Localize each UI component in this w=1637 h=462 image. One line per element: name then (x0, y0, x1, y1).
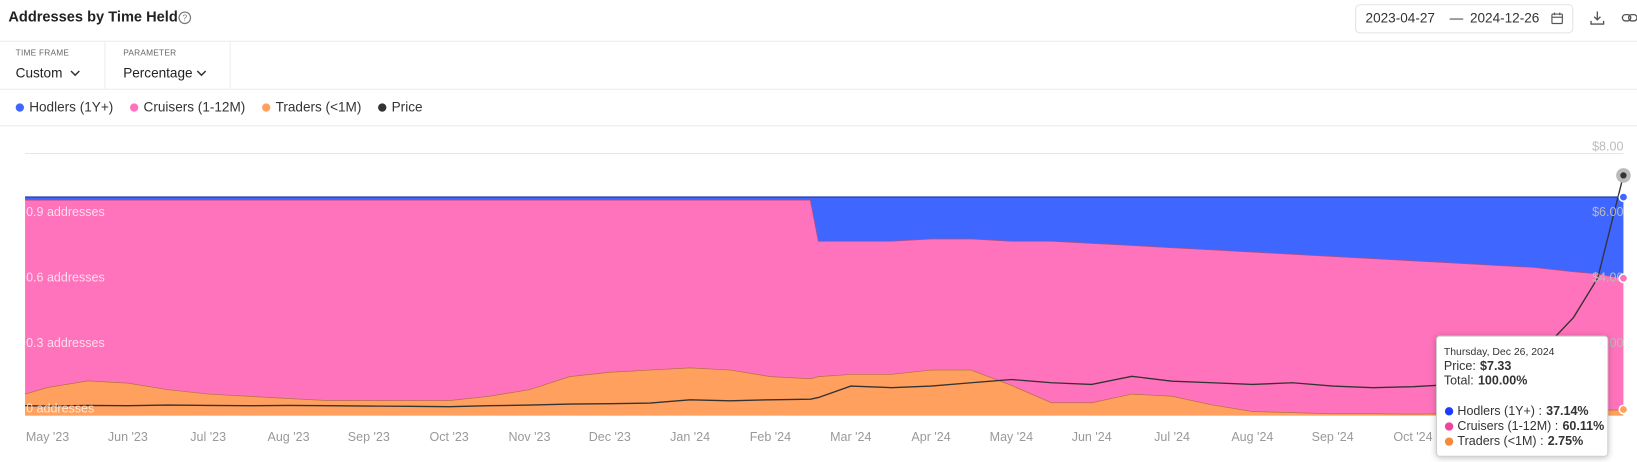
lines (25, 175, 1625, 408)
price-line (25, 175, 1625, 408)
tooltip-item: Cruisers (1-12M) : 60.11% (1457, 419, 1604, 433)
tooltip-item-value: 2.75% (1548, 434, 1584, 448)
x-tick-label: Mar '24 (830, 430, 871, 444)
x-tick-label: Aug '24 (1231, 430, 1273, 444)
x-tick-label: Jan '24 (670, 430, 710, 444)
x-tick-label: Sep '23 (348, 430, 390, 444)
filter-label: TIME FRAME (16, 47, 70, 57)
tooltip-row: Total: 100.00% (1444, 374, 1528, 388)
x-tick-label: Nov '23 (508, 430, 550, 444)
tooltip-row-label: Price: (1444, 359, 1476, 373)
share-link-button[interactable] (1621, 13, 1637, 22)
x-tick-label: Jun '24 (1072, 430, 1112, 444)
x-tick-label: Apr '24 (911, 430, 950, 444)
x-tick-label: May '23 (26, 430, 69, 444)
x-tick-label: Jul '23 (190, 430, 226, 444)
hover-marker (1620, 172, 1627, 179)
legend-swatch (129, 103, 139, 112)
legend-swatch (261, 103, 271, 112)
legend-item[interactable]: Hodlers (1Y+) (15, 100, 114, 115)
svg-text:?: ? (182, 12, 187, 22)
date-range-picker[interactable]: 2023-04-27 — 2024-12-26 (1355, 4, 1574, 34)
tooltip-row-value: $7.33 (1480, 359, 1511, 373)
y2-tick-label: $6.00 (1592, 205, 1623, 219)
hover-marker (1618, 273, 1629, 284)
y2-tick-label: $8.00 (1592, 140, 1623, 154)
legend-label: Price (392, 100, 423, 115)
calendar-icon (1551, 12, 1563, 25)
x-tick-label: May '24 (990, 430, 1033, 444)
tooltip-row: Price: $7.33 (1444, 359, 1512, 373)
y-tick-label: 0.6 addresses (26, 271, 105, 285)
tooltip-item: Traders (<1M) : 2.75% (1457, 434, 1583, 448)
tooltip-date: Thursday, Dec 26, 2024 (1444, 347, 1555, 358)
legend-swatch (15, 103, 25, 112)
tooltip-item-label: Traders (<1M) : (1457, 434, 1543, 448)
hover-marker (1618, 192, 1629, 203)
legend-item[interactable]: Traders (<1M) (261, 100, 362, 115)
x-tick-label: Dec '23 (589, 430, 631, 444)
y-tick-label: 0.9 addresses (26, 205, 105, 219)
filter-value: Percentage (123, 66, 192, 81)
x-tick-label: Sep '24 (1312, 430, 1354, 444)
help-icon[interactable]: ? (178, 11, 192, 25)
date-separator: — (1450, 10, 1464, 25)
tooltip-item-value: 60.11% (1562, 419, 1604, 433)
parameter-filter[interactable]: PARAMETER Percentage (123, 47, 207, 81)
x-tick-label: Aug '23 (267, 430, 309, 444)
tooltip-item-label: Cruisers (1-12M) : (1457, 419, 1558, 433)
tooltip-swatch (1444, 407, 1454, 416)
areas (24, 196, 1624, 416)
hover-markers (1616, 168, 1631, 415)
area (25, 367, 1624, 416)
filter-value: Custom (16, 66, 63, 81)
x-tick-label: Oct '24 (1393, 430, 1432, 444)
hover-marker (1618, 404, 1629, 415)
tooltip-item: Hodlers (1Y+) : 37.14% (1457, 404, 1588, 418)
x-tick-label: Feb '24 (750, 430, 791, 444)
legend: Hodlers (1Y+) Cruisers (1-12M) Traders (<1… (15, 100, 423, 115)
tooltip-item-label: Hodlers (1Y+) : (1457, 404, 1542, 418)
y-tick-label: 0.3 addresses (26, 336, 105, 350)
y-tick-label: 0 addresses (26, 402, 94, 416)
legend-label: Traders (<1M) (276, 100, 362, 115)
filter-label: PARAMETER (123, 47, 176, 57)
download-button[interactable] (1590, 11, 1605, 25)
x-tick-label: Jun '23 (108, 430, 148, 444)
area (25, 197, 1624, 279)
legend-item[interactable]: Cruisers (1-12M) (129, 100, 246, 115)
page-title: Addresses by Time Held (8, 10, 177, 26)
date-start: 2023-04-27 (1366, 10, 1435, 25)
x-tick-label: Oct '23 (430, 430, 469, 444)
legend-swatch (378, 103, 387, 112)
timeframe-filter[interactable]: TIME FRAME Custom (16, 47, 80, 81)
tooltip-row-label: Total: (1444, 374, 1474, 388)
date-end: 2024-12-26 (1470, 10, 1539, 25)
tooltip-item-value: 37.14% (1546, 404, 1588, 418)
tooltip-row-value: 100.00% (1478, 374, 1527, 388)
legend-label: Hodlers (1Y+) (29, 100, 113, 115)
area (25, 199, 1624, 414)
y2-tick-label: $4.00 (1592, 271, 1623, 285)
tooltip-swatch (1444, 422, 1454, 431)
legend-label: Cruisers (1-12M) (144, 100, 246, 115)
tooltip-swatch (1444, 437, 1454, 446)
x-tick-label: Jul '24 (1154, 430, 1190, 444)
legend-item[interactable]: Price (378, 100, 423, 115)
